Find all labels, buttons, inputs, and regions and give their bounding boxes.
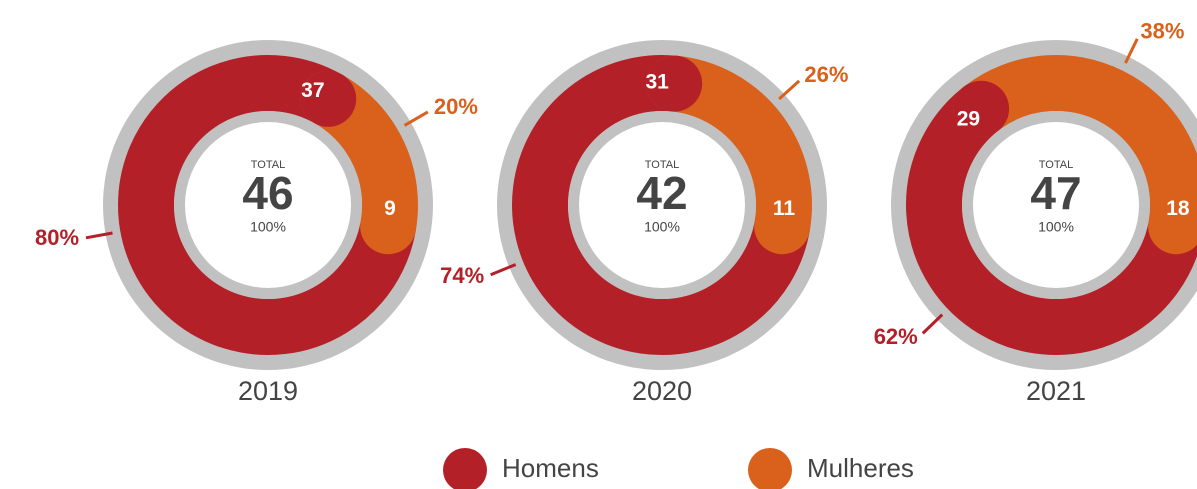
total-percent: 100% [250, 219, 286, 235]
center-hole [973, 122, 1139, 288]
total: 47 [1030, 167, 1081, 219]
arc [906, 80, 1197, 355]
arc-cap [300, 70, 357, 127]
percent-label: 26% [804, 62, 848, 87]
value-label: 11 [773, 197, 796, 220]
center-label: TOTAL [1039, 159, 1073, 171]
arc [953, 55, 1197, 255]
legend-label: Homens [502, 453, 599, 483]
value-label: 31 [645, 71, 669, 94]
center-label: TOTAL [251, 159, 285, 171]
total: 42 [636, 167, 687, 219]
value-label: 29 [957, 108, 980, 131]
leader-line [1124, 38, 1139, 64]
year-label: 2021 [1026, 376, 1086, 406]
percent-label: 62% [874, 324, 918, 349]
center-label: TOTAL [645, 159, 679, 171]
total-percent: 100% [1038, 219, 1074, 235]
percent-label: 80% [35, 225, 79, 250]
arc [118, 55, 417, 355]
value-label: 9 [384, 197, 396, 220]
center-hole [185, 122, 351, 288]
percent-label: 38% [1140, 18, 1184, 43]
total-percent: 100% [644, 219, 680, 235]
leader-line [85, 231, 113, 240]
year-label: 2020 [632, 376, 692, 406]
legend-swatch [443, 448, 487, 489]
leader-line [921, 313, 944, 335]
arc-cap [646, 55, 703, 112]
leader-line [778, 79, 801, 101]
value-label: 18 [1166, 197, 1190, 220]
legend-swatch [748, 448, 792, 489]
percent-label: 74% [440, 263, 484, 288]
leader-line [490, 263, 517, 277]
year-label: 2019 [238, 376, 298, 406]
value-label: 37 [301, 79, 324, 102]
total: 46 [242, 167, 293, 219]
arc [512, 55, 811, 355]
arc-cap [953, 80, 1010, 137]
leader-line [403, 110, 429, 127]
percent-label: 20% [434, 94, 478, 119]
center-hole [579, 122, 745, 288]
legend-label: Mulheres [807, 453, 914, 483]
